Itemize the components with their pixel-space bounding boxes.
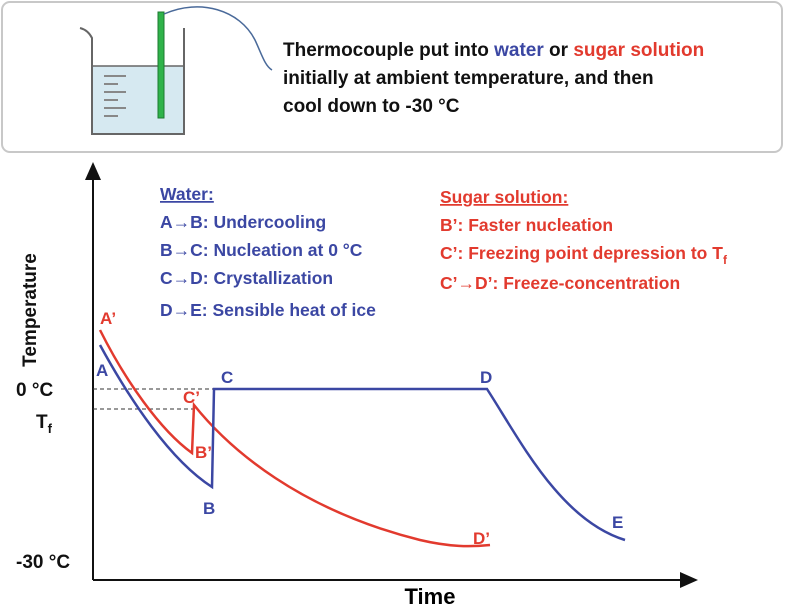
water-curve [98,344,626,542]
caption-sugar: sugar solution [573,40,704,61]
sugar-item: C’→D’: Freeze-concentration [440,273,680,293]
sugar-item: B’: Faster nucleation [440,215,613,235]
tf-sub: f [48,421,53,436]
water-item: B→C: Nucleation at 0 °C [160,240,363,260]
tf-text: T [36,412,48,433]
sugar-curve [98,329,491,548]
sugar-item: C’: Freezing point depression to Tf [440,243,728,267]
point-label: B [203,499,215,518]
water-title: Water: [160,184,214,204]
water-item: D→E: Sensible heat of ice [160,300,376,320]
point-label: D [480,368,492,387]
caption-text: or [544,40,574,61]
caption-line: initially at ambient temperature, and th… [283,68,654,89]
caption-text: Thermocouple put into [283,40,494,61]
caption-line: Thermocouple put into water or sugar sol… [283,40,704,61]
point-label: A [96,361,108,380]
water-item: A→B: Undercooling [160,212,326,232]
sugar-title: Sugar solution: [440,187,568,207]
min-label: -30 °C [16,552,70,573]
point-label: E [612,513,623,532]
x-axis-title: Time [405,584,456,609]
water-item: C→D: Crystallization [160,268,333,288]
caption-box [1,1,783,153]
point-label: C’ [183,388,200,407]
point-label: A’ [100,309,116,328]
point-label: C [221,368,233,387]
tf-label: Tf [36,412,53,436]
caption-water: water [493,40,544,61]
beaker [79,6,273,135]
caption-line: cool down to -30 °C [283,96,460,117]
sugar-item-text: C’: Freezing point depression to T [440,243,723,263]
y-axis-title: Temperature [20,253,41,367]
point-label: B’ [195,443,212,462]
sugar-item-sub: f [723,253,728,267]
point-label: D’ [473,529,490,548]
zero-label: 0 °C [16,380,53,401]
